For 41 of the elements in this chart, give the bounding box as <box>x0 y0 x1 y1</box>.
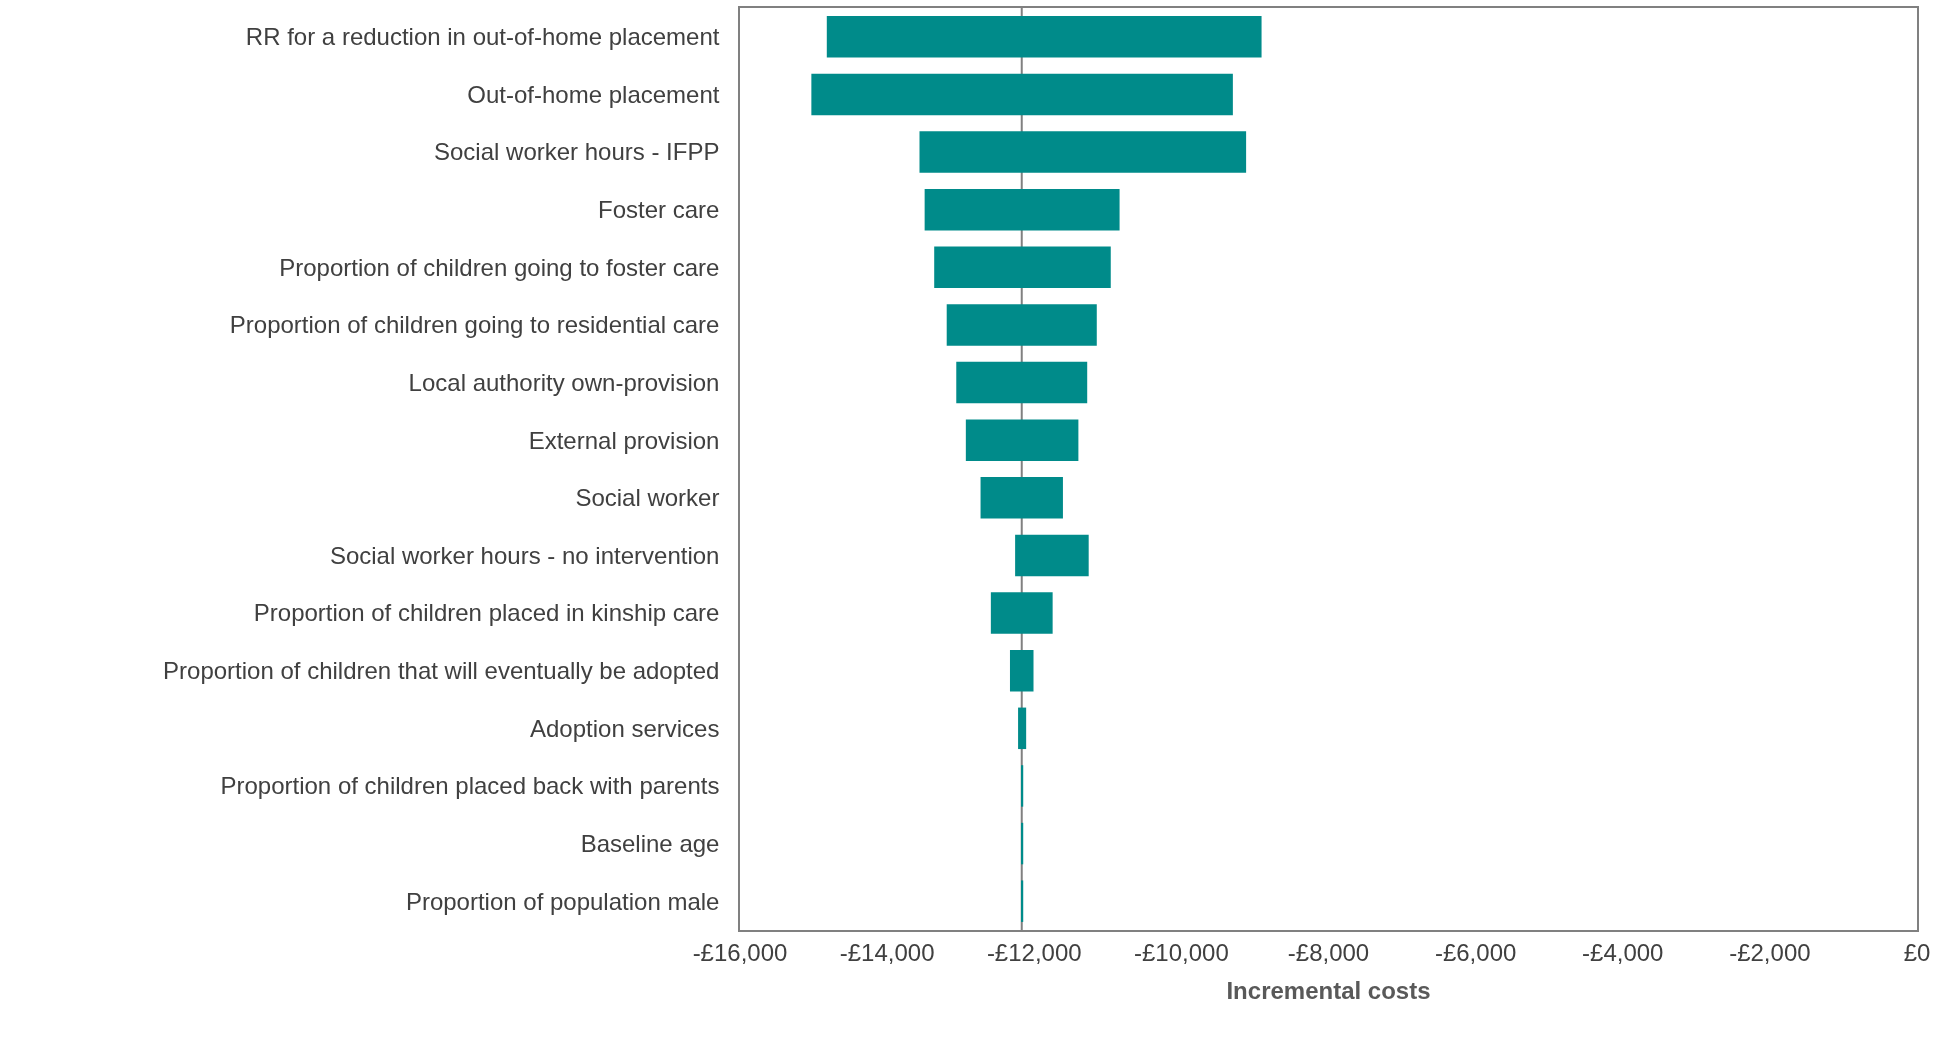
y-tick-label: Foster care <box>598 196 720 224</box>
bar <box>826 16 1262 58</box>
bar <box>965 419 1079 461</box>
bar <box>1015 534 1089 577</box>
y-tick-label: Local authority own-provision <box>408 368 720 396</box>
x-tick-label: -£10,000 <box>1134 938 1229 966</box>
bar <box>919 131 1247 173</box>
bar <box>946 304 1097 346</box>
y-tick-label: RR for a reduction in out-of-home placement <box>245 23 720 51</box>
bar <box>1021 765 1024 807</box>
y-tick-label: Proportion of children that will eventually be adopted <box>163 657 720 685</box>
y-tick-label: Social worker hours - IFPP <box>434 138 720 166</box>
bar <box>1009 649 1034 692</box>
y-tick-label: Proportion of children going to residential care <box>229 311 720 339</box>
bar <box>1021 880 1024 922</box>
y-tick-label: Social worker hours - no intervention <box>329 541 720 569</box>
bar <box>956 361 1088 404</box>
x-tick-label: -£8,000 <box>1287 938 1370 966</box>
bar <box>1018 707 1027 750</box>
x-axis-title: Incremental costs <box>1226 977 1431 1005</box>
bar <box>924 188 1120 231</box>
y-tick-label: Baseline age <box>580 829 720 857</box>
y-tick-label: Social worker <box>575 484 720 512</box>
y-tick-label: Adoption services <box>530 714 720 742</box>
y-tick-label: Proportion of population male <box>405 887 720 915</box>
bar <box>811 73 1233 116</box>
bar <box>934 246 1111 289</box>
x-tick-label: -£16,000 <box>692 938 788 966</box>
x-tick-label: -£4,000 <box>1582 938 1664 966</box>
x-tick-label: -£12,000 <box>986 938 1082 966</box>
x-tick-label: -£2,000 <box>1729 938 1811 966</box>
x-tick-label: -£14,000 <box>839 938 935 966</box>
x-tick-label: -£6,000 <box>1434 938 1517 966</box>
x-tick-label: £0 <box>1903 938 1931 966</box>
y-tick-label: Proportion of children placed in kinship care <box>253 599 720 627</box>
bar <box>990 592 1053 634</box>
bar <box>980 477 1063 519</box>
y-tick-label: Out-of-home placement <box>467 80 720 108</box>
y-tick-label: Proportion of children going to foster care <box>279 253 720 281</box>
y-tick-label: External provision <box>528 426 720 454</box>
y-tick-label: Proportion of children placed back with parents <box>220 772 720 800</box>
